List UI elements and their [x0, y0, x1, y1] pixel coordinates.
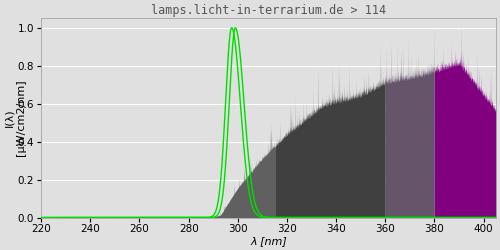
Title: lamps.licht-in-terrarium.de > 114: lamps.licht-in-terrarium.de > 114 [151, 4, 386, 17]
Y-axis label: I(λ)
[µW/cm2/nm]: I(λ) [µW/cm2/nm] [4, 80, 26, 156]
X-axis label: λ [nm]: λ [nm] [250, 236, 287, 246]
